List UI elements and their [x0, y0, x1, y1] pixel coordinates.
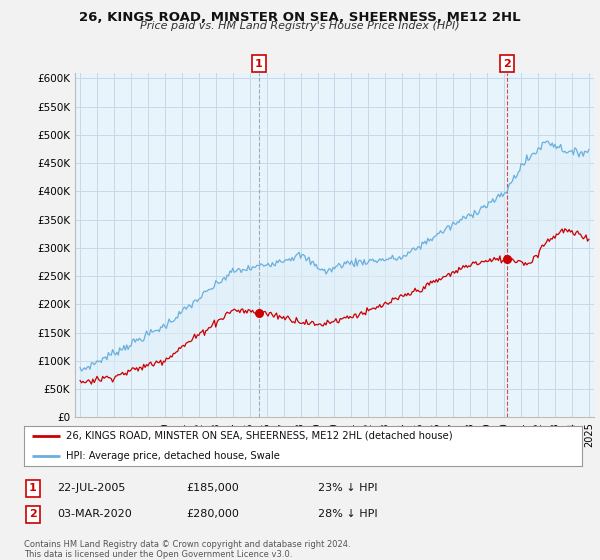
Text: 26, KINGS ROAD, MINSTER ON SEA, SHEERNESS, ME12 2HL: 26, KINGS ROAD, MINSTER ON SEA, SHEERNES…: [79, 11, 521, 24]
Text: 1: 1: [255, 59, 263, 69]
Text: 23% ↓ HPI: 23% ↓ HPI: [318, 483, 377, 493]
Text: £280,000: £280,000: [186, 509, 239, 519]
Text: Contains HM Land Registry data © Crown copyright and database right 2024.
This d: Contains HM Land Registry data © Crown c…: [24, 540, 350, 559]
Text: Price paid vs. HM Land Registry's House Price Index (HPI): Price paid vs. HM Land Registry's House …: [140, 21, 460, 31]
Text: 28% ↓ HPI: 28% ↓ HPI: [318, 509, 377, 519]
Text: 2: 2: [503, 59, 511, 69]
Text: 22-JUL-2005: 22-JUL-2005: [57, 483, 125, 493]
Text: 26, KINGS ROAD, MINSTER ON SEA, SHEERNESS, ME12 2HL (detached house): 26, KINGS ROAD, MINSTER ON SEA, SHEERNES…: [66, 431, 452, 441]
Text: HPI: Average price, detached house, Swale: HPI: Average price, detached house, Swal…: [66, 451, 280, 461]
Text: 1: 1: [29, 483, 37, 493]
Text: 2: 2: [29, 509, 37, 519]
Text: £185,000: £185,000: [186, 483, 239, 493]
Text: 03-MAR-2020: 03-MAR-2020: [57, 509, 132, 519]
